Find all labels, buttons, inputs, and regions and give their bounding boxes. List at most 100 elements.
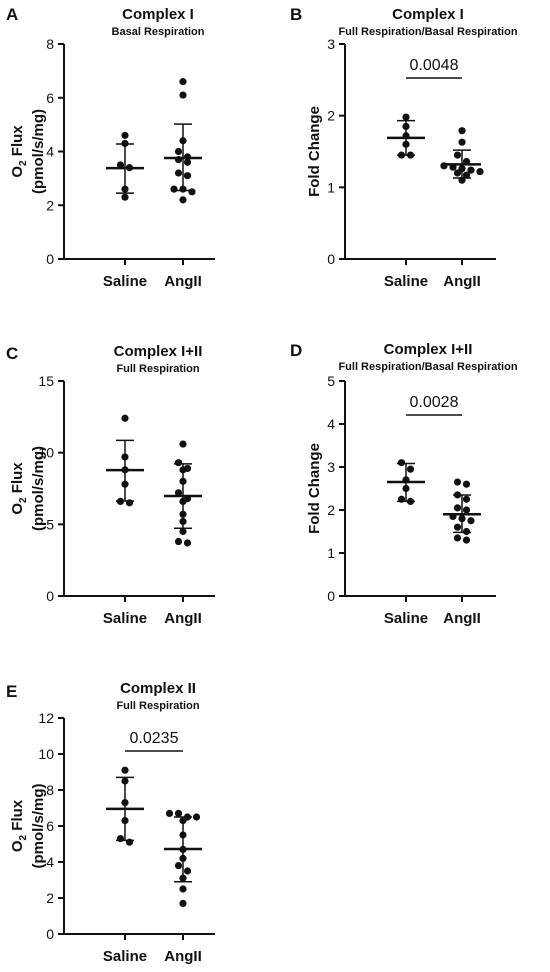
panel-d-point-angii [462, 495, 471, 503]
panel-e-y-label-units: (pmol/s/mg) [30, 783, 47, 868]
panel-b-y-tick-label: 2 [327, 108, 335, 124]
panel-d-letter: D [290, 341, 302, 360]
panel-a-y-label-units: (pmol/s/mg) [30, 109, 47, 194]
panel-b-subtitle: Full Respiration/Basal Respiration [338, 26, 517, 38]
panel-a-y-tick-label: 2 [46, 197, 54, 213]
panel-c-subtitle: Full Respiration [116, 363, 199, 375]
panel-c-y-label-units: (pmol/s/mg) [30, 446, 47, 531]
panel-d-p-value: 0.0028 [410, 394, 459, 411]
panel-b-point-angii [458, 127, 466, 135]
panel-e-y-tick-label: 4 [46, 854, 54, 870]
panel-c-y-tick-label: 15 [38, 373, 54, 389]
panel-b-point-angii [462, 171, 471, 179]
panel-a-point-angii [174, 147, 183, 156]
panel-a-y-tick-label: 0 [46, 251, 54, 267]
panel-d-y-tick-label: 2 [327, 502, 335, 518]
panel-e-x-tick-label-saline: Saline [103, 948, 147, 965]
panel-b-y-tick-label: 3 [327, 36, 335, 52]
panel-d-y-tick-label: 4 [327, 416, 335, 432]
panel-c-x-tick-label-saline: Saline [103, 610, 147, 627]
panel-e-title: Complex II [120, 680, 196, 697]
panel-a-subtitle: Basal Respiration [112, 26, 205, 38]
panel-e-point-angii [174, 862, 183, 870]
panel-d-x-tick-label-angii: AngII [443, 610, 481, 627]
panel-d: D Complex I+II Full Respiration/Basal Resp… [290, 341, 518, 627]
panel-b-point-saline [402, 113, 410, 121]
panel-b-y-tick-label: 0 [327, 251, 335, 267]
panel-d-y-tick-label: 0 [327, 588, 335, 604]
panel-c-letter: C [6, 344, 18, 363]
panel-d-point-saline [406, 465, 415, 473]
panel-c-y-tick-label: 0 [46, 588, 54, 604]
panel-d-point-saline [397, 459, 406, 467]
panel-e-y-tick-label: 8 [46, 782, 54, 798]
panel-e-y-tick-label: 2 [46, 890, 54, 906]
panel-e-point-angii [192, 813, 201, 821]
panel-e-y-tick-label: 12 [38, 710, 54, 726]
panel-e-point-angii [179, 885, 187, 893]
panel-a-point-angii [188, 188, 196, 196]
panel-e: E Complex II Full Respiration 0 2 4 6 8 10 12 Sali… [6, 680, 215, 965]
panel-a-y-label: O2 Flux [9, 125, 29, 178]
panel-a-x-tick-label-saline: Saline [103, 273, 147, 290]
panel-a-point-angii [183, 172, 192, 180]
panel-e-point-angii [183, 867, 192, 875]
panel-c-x-tick-label-angii: AngII [164, 610, 202, 627]
panel-b: B Complex I Full Respiration/Basal Respira… [290, 5, 518, 290]
panel-a-y-tick-label: 6 [46, 90, 54, 106]
panel-e-letter: E [6, 682, 17, 701]
panel-b-point-angii [458, 138, 466, 146]
panel-c-point-angii [179, 527, 187, 536]
panel-b-point-angii [453, 151, 462, 159]
panel-c-y-tick-label: 10 [38, 445, 54, 461]
panel-d-point-angii [462, 527, 471, 536]
panel-a-point-saline [121, 193, 129, 201]
panel-a-point-saline [116, 161, 125, 169]
panel-c-title: Complex I+II [114, 343, 203, 360]
panel-c: C Complex I+II Full Respiration 0 5 10 15 Salin… [6, 343, 215, 627]
panel-a-point-angii [174, 169, 183, 177]
panel-b-point-angii [453, 169, 462, 177]
panel-e-point-angii [179, 899, 187, 908]
panel-c-point-angii [183, 539, 192, 547]
panel-a-y-tick-label: 4 [46, 144, 54, 160]
panel-a-point-angii [179, 91, 187, 99]
panel-e-point-saline [121, 766, 129, 774]
panel-c-y-tick-label: 5 [46, 516, 54, 532]
panel-e-point-angii [174, 809, 183, 818]
panel-d-y-tick-label: 1 [327, 545, 335, 561]
panel-b-point-angii [476, 167, 484, 176]
panel-b-title: Complex I [392, 6, 464, 23]
panel-d-y-label: Fold Change [306, 443, 323, 534]
panel-a-point-angii [179, 196, 187, 204]
panel-d-subtitle: Full Respiration/Basal Respiration [338, 361, 517, 373]
panel-e-point-angii [165, 809, 174, 818]
panel-c-point-angii [174, 537, 183, 546]
panel-d-x-tick-label-saline: Saline [384, 610, 428, 627]
panel-a-title: Complex I [122, 6, 194, 23]
panel-b-p-value: 0.0048 [410, 57, 459, 74]
panel-a-x-tick-label-angii: AngII [164, 273, 202, 290]
panel-d-point-angii [462, 536, 471, 544]
panel-c-point-angii [179, 440, 187, 448]
panel-d-point-angii [453, 504, 462, 512]
panel-c-point-angii [174, 489, 183, 497]
panel-e-y-tick-label: 0 [46, 926, 54, 942]
panel-e-subtitle: Full Respiration [116, 700, 199, 712]
panel-d-y-tick-label: 3 [327, 459, 335, 475]
panel-a-y-tick-label: 8 [46, 36, 54, 52]
panel-e-y-tick-label: 6 [46, 818, 54, 834]
panel-c-point-saline [121, 414, 129, 422]
panel-a-letter: A [6, 5, 18, 24]
panel-d-title: Complex I+II [384, 341, 473, 358]
panel-d-point-angii [453, 523, 462, 531]
panel-d-point-angii [453, 478, 462, 486]
panel-a-point-angii [179, 78, 187, 86]
panel-a: A Complex I Basal Respiration 0 2 4 6 8 Saline An… [6, 5, 215, 290]
panel-a-point-angii [170, 185, 178, 193]
panel-d-point-angii [462, 480, 471, 488]
panel-a-point-saline [121, 131, 129, 139]
panel-b-y-tick-label: 1 [327, 179, 335, 195]
panel-d-point-angii [453, 534, 462, 542]
